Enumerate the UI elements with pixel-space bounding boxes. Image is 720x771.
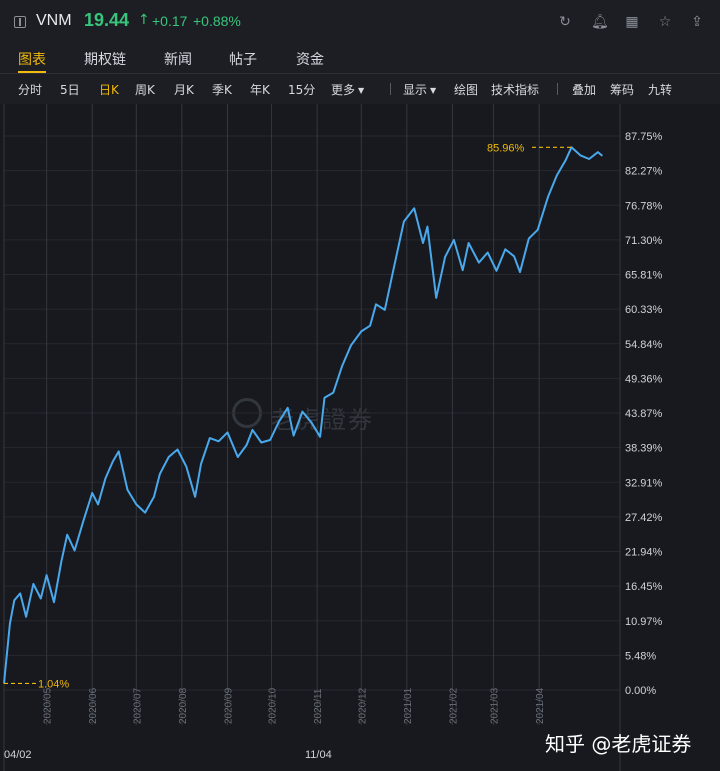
y-tick-label: 87.75% xyxy=(625,131,663,143)
x-bottom-label: 04/02 xyxy=(4,749,32,761)
grid-icon[interactable]: ▦ xyxy=(625,14,639,30)
series-line xyxy=(3,146,604,684)
y-tick-label: 60.33% xyxy=(625,304,663,316)
chips-button[interactable]: 筹码 xyxy=(610,83,635,97)
price-change-percent: +0.88% xyxy=(193,13,241,29)
x-tick-label: 2020/08 xyxy=(178,687,189,724)
y-tick-label: 21.94% xyxy=(625,547,663,559)
x-tick-label: 2021/02 xyxy=(448,687,459,724)
x-tick-label: 2021/03 xyxy=(490,687,501,724)
caret-down-icon: ▼ xyxy=(430,86,437,95)
ticker-symbol: VNM xyxy=(36,12,72,29)
share-icon[interactable]: ⇪ xyxy=(691,14,703,30)
y-tick-label: 65.81% xyxy=(625,270,663,282)
main-tabs: 图表 期权链 新闻 帖子 资金 xyxy=(0,44,720,74)
x-tick-label: 2021/04 xyxy=(535,687,546,724)
up-arrow-icon: ↑ xyxy=(138,12,150,28)
x-tick-label: 2020/11 xyxy=(313,688,324,724)
quote-header: VNM 19.44 ↑ +0.17 +0.88% ↻ 🔔︎ ▦ ☆ ⇪ xyxy=(0,0,720,44)
y-tick-label: 27.42% xyxy=(625,512,663,524)
y-tick-label: 5.48% xyxy=(625,650,656,662)
tab-options-chain[interactable]: 期权链 xyxy=(84,52,126,68)
tab-chart[interactable]: 图表 xyxy=(18,52,46,68)
x-bottom-label: 11/04 xyxy=(305,749,332,761)
y-tick-label: 38.39% xyxy=(625,443,663,455)
tab-news[interactable]: 新闻 xyxy=(164,52,192,68)
chart-toolbar: 分时 5日 日K 周K 月K 季K 年K 15分 更多 ▼ 显示 ▼ 绘图 技术指标… xyxy=(0,74,720,102)
overlay-button[interactable]: 叠加 xyxy=(572,83,597,97)
y-tick-label: 49.36% xyxy=(625,373,663,385)
period-yearly[interactable]: 年K xyxy=(250,83,270,97)
y-tick-label: 76.78% xyxy=(625,200,663,212)
tab-posts[interactable]: 帖子 xyxy=(229,52,257,68)
y-tick-label: 32.91% xyxy=(625,477,663,489)
toolbar-divider xyxy=(557,83,558,95)
last-price: 19.44 xyxy=(84,10,130,30)
active-tab-indicator xyxy=(18,71,46,73)
y-tick-label: 82.27% xyxy=(625,166,663,178)
y-tick-label: 54.84% xyxy=(625,339,663,351)
price-change: +0.17 xyxy=(152,13,188,29)
toolbar-divider xyxy=(390,83,391,95)
more-label: 更多 xyxy=(331,83,356,97)
y-tick-label: 43.87% xyxy=(625,408,663,420)
x-tick-label: 2020/05 xyxy=(43,687,54,724)
period-15min[interactable]: 15分 xyxy=(288,83,316,97)
chart-panel[interactable] xyxy=(0,104,720,771)
draw-button[interactable]: 绘图 xyxy=(454,83,479,97)
y-tick-label: 71.30% xyxy=(625,235,663,247)
x-tick-label: 2020/12 xyxy=(357,687,368,724)
x-tick-label: 2020/06 xyxy=(88,687,99,724)
y-tick-label: 10.97% xyxy=(625,616,663,628)
y-tick-label: 0.00% xyxy=(625,685,656,697)
x-tick-label: 2020/07 xyxy=(132,687,143,724)
tab-capital[interactable]: 资金 xyxy=(296,52,324,68)
indicators-button[interactable]: 技术指标 xyxy=(491,83,540,97)
refresh-icon[interactable]: ↻ xyxy=(559,14,571,30)
period-daily[interactable]: 日K xyxy=(99,83,119,97)
max-value-label: 85.96% xyxy=(487,142,525,154)
period-weekly[interactable]: 周K xyxy=(135,83,155,97)
bell-icon[interactable]: 🔔︎ xyxy=(591,14,609,30)
start-value-label: 1.04% xyxy=(38,678,69,690)
display-label: 显示 xyxy=(403,83,428,97)
caret-down-icon: ▼ xyxy=(358,86,365,95)
more-dropdown[interactable]: 更多 ▼ xyxy=(331,81,364,98)
display-dropdown[interactable]: 显示 ▼ xyxy=(403,81,436,98)
x-tick-label: 2021/01 xyxy=(403,687,414,724)
period-intraday[interactable]: 分时 xyxy=(18,83,43,97)
x-tick-label: 2020/09 xyxy=(223,687,234,724)
source-watermark: 知乎 @老虎证券 xyxy=(545,732,692,756)
nine-turn-button[interactable]: 九转 xyxy=(648,83,673,97)
period-5day[interactable]: 5日 xyxy=(60,83,80,97)
x-tick-label: 2020/10 xyxy=(268,687,279,724)
y-tick-label: 16.45% xyxy=(625,581,663,593)
period-monthly[interactable]: 月K xyxy=(174,83,194,97)
period-quarterly[interactable]: 季K xyxy=(212,83,232,97)
star-icon[interactable]: ☆ xyxy=(658,14,672,30)
divider xyxy=(0,73,720,74)
symbol-list-icon[interactable] xyxy=(14,16,26,28)
